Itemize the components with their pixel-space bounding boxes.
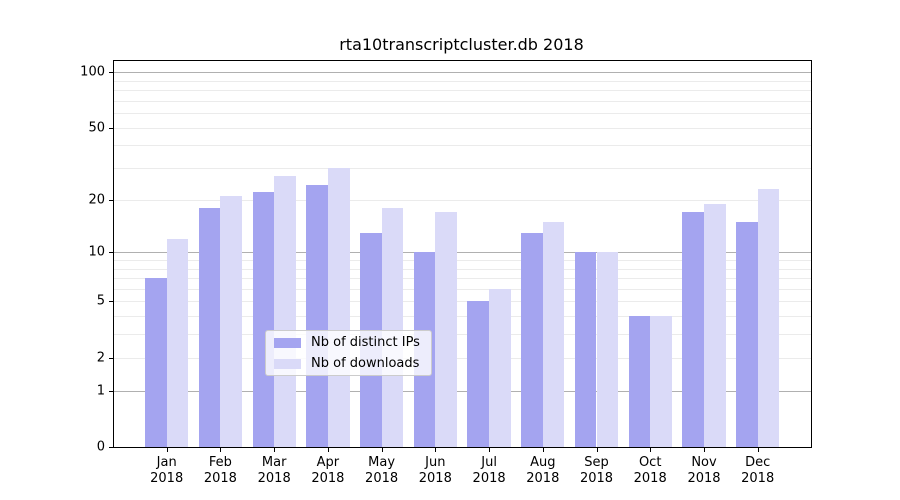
- bar-downloads-oct: [650, 316, 672, 447]
- bar-ips-oct: [628, 316, 651, 447]
- gridline-minor: [114, 301, 811, 303]
- y-tick-mark: [109, 301, 113, 303]
- y-tick-label: 2: [96, 350, 105, 366]
- y-tick-label: 0: [96, 439, 105, 455]
- bar-downloads-mar: [274, 176, 296, 447]
- gridline-minor: [114, 259, 811, 261]
- x-tick-label: Aug 2018: [526, 455, 560, 486]
- x-tick-label: Mar 2018: [257, 455, 291, 486]
- chart-title: rta10transcriptcluster.db 2018: [339, 35, 584, 54]
- bar-ips-aug: [521, 232, 543, 447]
- x-tick-mark: [596, 448, 598, 452]
- bar-downloads-sep: [596, 252, 619, 447]
- legend-swatch-distinct-ips: [274, 337, 301, 348]
- x-tick-label: Apr 2018: [311, 455, 345, 486]
- gridline-minor: [114, 288, 811, 290]
- bar-ips-sep: [574, 252, 597, 447]
- gridline-minor: [114, 168, 811, 169]
- y-tick-mark: [109, 447, 113, 448]
- x-tick-mark: [166, 448, 168, 452]
- bar-downloads-jul: [489, 288, 511, 447]
- gridline-minor: [114, 80, 811, 82]
- gridline-minor: [114, 334, 811, 336]
- y-tick-label: 1: [96, 383, 105, 399]
- x-tick-mark: [220, 448, 222, 452]
- bar-downloads-feb: [220, 195, 243, 447]
- x-tick-label: May 2018: [365, 455, 399, 486]
- bar-ips-mar: [252, 192, 275, 447]
- y-tick-label: 100: [80, 64, 105, 80]
- x-tick-mark: [435, 448, 437, 452]
- x-tick-label: Sep 2018: [579, 455, 614, 486]
- gridline-minor: [114, 268, 811, 270]
- gridline-minor: [114, 89, 811, 91]
- y-tick-mark: [109, 127, 113, 129]
- bar-ips-jul: [467, 301, 490, 447]
- gridline-minor: [114, 199, 811, 201]
- x-tick-mark: [650, 448, 652, 452]
- y-tick-label: 50: [88, 120, 105, 135]
- x-tick-label: Jun 2018: [418, 455, 452, 486]
- plot-area: 0 1 2 5 10 20 50 100 Jan 2018 Feb 2018 Mar 2018 Apr…: [80, 60, 812, 486]
- gridline-minor: [114, 113, 811, 114]
- x-tick-mark: [381, 448, 383, 452]
- x-tick-mark: [704, 448, 705, 452]
- gridline-minor: [114, 278, 811, 279]
- x-tick-mark: [489, 448, 491, 452]
- bar-downloads-nov: [704, 203, 726, 447]
- y-tick-mark: [109, 199, 113, 201]
- bar-downloads-jun: [435, 212, 457, 447]
- gridline-major: [114, 252, 811, 254]
- gridline-major: [114, 72, 811, 73]
- x-tick-mark: [542, 448, 544, 452]
- x-tick-mark: [274, 448, 276, 452]
- legend-label-downloads: Nb of downloads: [311, 356, 420, 371]
- bar-downloads-may: [381, 207, 404, 447]
- bar-downloads-aug: [542, 221, 565, 447]
- x-tick-label: Nov 2018: [687, 455, 721, 486]
- gridline-minor: [114, 145, 811, 147]
- x-tick-label: Jan 2018: [150, 455, 184, 486]
- bar-ips-jan: [145, 278, 167, 447]
- y-tick-mark: [109, 390, 113, 392]
- legend-label-distinct-ips: Nb of distinct IPs: [311, 335, 420, 350]
- y-tick-mark: [109, 357, 113, 359]
- legend-item-distinct-ips: Nb of distinct IPs: [274, 335, 423, 350]
- y-tick-mark: [109, 72, 113, 73]
- x-tick-mark: [327, 448, 329, 452]
- legend-swatch-downloads: [274, 358, 301, 369]
- legend: Nb of distinct IPs Nb of downloads: [265, 330, 432, 376]
- gridline-minor: [114, 316, 811, 318]
- x-tick-label: Feb 2018: [203, 455, 237, 486]
- x-tick-label: Dec 2018: [741, 455, 775, 486]
- y-tick-label: 20: [88, 192, 105, 208]
- gridline-major: [114, 390, 811, 392]
- x-tick-mark: [757, 448, 759, 452]
- bar-downloads-dec: [757, 188, 780, 447]
- gridline-minor: [114, 357, 811, 359]
- gridline-minor: [114, 127, 811, 129]
- bar-ips-dec: [736, 221, 758, 447]
- x-tick-label: Jul 2018: [472, 455, 506, 486]
- y-tick-mark: [109, 252, 113, 254]
- bar-ips-apr: [306, 185, 328, 447]
- gridline-minor: [114, 100, 811, 102]
- legend-item-downloads: Nb of downloads: [274, 356, 423, 371]
- bar-ips-feb: [198, 207, 221, 447]
- bar-ips-nov: [682, 212, 704, 447]
- y-tick-label: 10: [88, 244, 105, 260]
- bar-downloads-apr: [327, 168, 350, 447]
- bar-downloads-jan: [166, 238, 189, 447]
- x-tick-label: Oct 2018: [633, 455, 667, 486]
- y-tick-label: 5: [96, 293, 105, 309]
